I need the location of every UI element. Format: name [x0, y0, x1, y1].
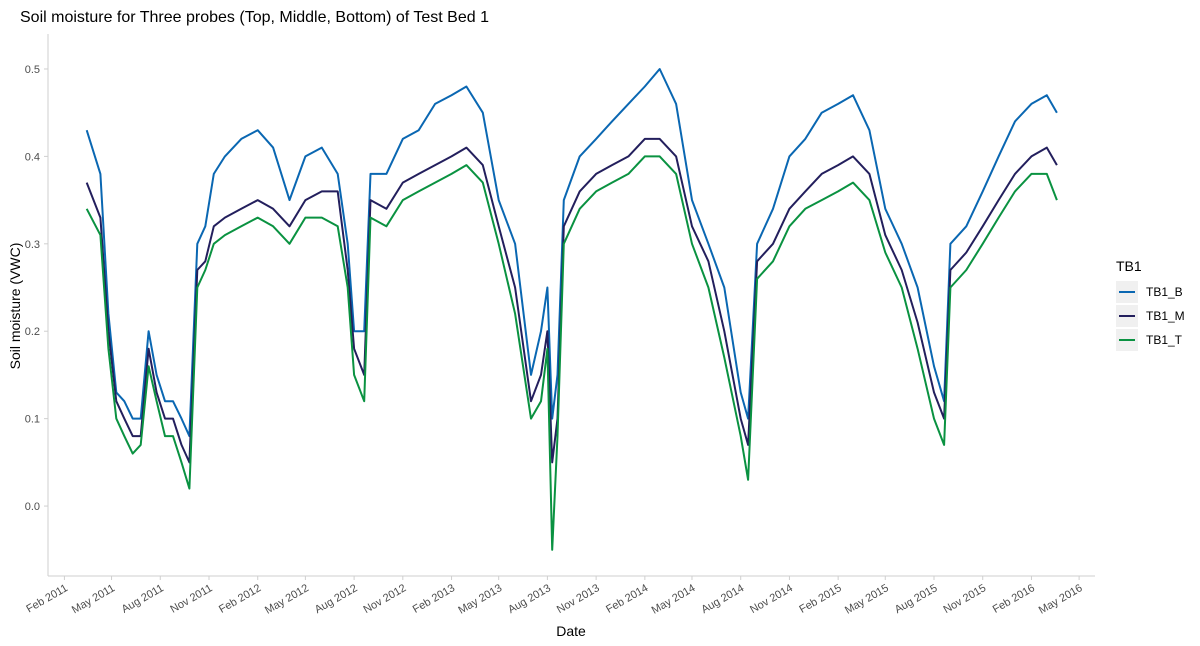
x-tick-label: Feb 2015: [797, 582, 843, 616]
y-tick-label: 0.2: [25, 326, 40, 338]
x-tick-label: Aug 2014: [699, 582, 746, 616]
legend: TB1 TB1_B TB1_M TB1_T: [1116, 258, 1185, 351]
x-tick-label: Feb 2012: [217, 582, 263, 616]
chart-title: Soil moisture for Three probes (Top, Mid…: [20, 9, 489, 26]
x-tick-label: Nov 2014: [748, 582, 795, 616]
y-tick-label: 0.5: [25, 64, 40, 76]
plot-area: 0.00.10.20.30.40.5 Feb 2011 May 2011 Aug 2…: [24, 34, 1095, 617]
y-axis-ticks: 0.0 0.1 0.2 0.3 0.4 0.5: [25, 64, 48, 513]
x-tick-label: Feb 2011: [24, 582, 70, 615]
y-axis-title: Soil moisture (VWC): [7, 243, 23, 370]
x-tick-label: May 2011: [70, 582, 117, 616]
y-tick-label: 0.4: [25, 151, 40, 163]
x-tick-label: May 2013: [456, 582, 504, 617]
legend-label: TB1_T: [1146, 333, 1183, 347]
x-tick-label: Feb 2013: [411, 582, 457, 616]
y-tick-label: 0.0: [25, 501, 40, 513]
series-line-tb1-b: [85, 68, 1058, 438]
series-line-tb1-t: [85, 155, 1058, 551]
x-tick-label: Nov 2013: [555, 582, 602, 616]
x-tick-label: May 2014: [650, 582, 698, 617]
series-lines: [85, 68, 1058, 551]
x-axis-title: Date: [556, 623, 586, 639]
legend-label: TB1_M: [1146, 309, 1185, 323]
x-tick-label: Aug 2011: [120, 582, 166, 616]
x-tick-label: Feb 2014: [604, 582, 650, 616]
x-tick-label: Nov 2015: [941, 582, 988, 616]
x-tick-label: Feb 2016: [991, 582, 1037, 616]
x-tick-label: May 2015: [843, 582, 891, 617]
x-tick-label: Nov 2011: [168, 582, 214, 616]
x-tick-label: May 2016: [1037, 582, 1085, 617]
x-tick-label: Nov 2012: [362, 582, 409, 616]
x-tick-label: Aug 2015: [893, 582, 940, 616]
legend-title: TB1: [1116, 258, 1142, 274]
x-tick-label: May 2012: [263, 582, 311, 617]
x-tick-label: Aug 2013: [506, 582, 553, 616]
x-axis-ticks: Feb 2011 May 2011 Aug 2011 Nov 2011 Feb 2012…: [24, 576, 1085, 617]
x-tick-label: Aug 2012: [313, 582, 360, 616]
legend-label: TB1_B: [1146, 285, 1183, 299]
y-tick-label: 0.3: [25, 239, 40, 251]
y-tick-label: 0.1: [25, 414, 40, 426]
series-line-tb1-m: [85, 137, 1058, 464]
legend-entries: TB1_B TB1_M TB1_T: [1116, 281, 1185, 351]
